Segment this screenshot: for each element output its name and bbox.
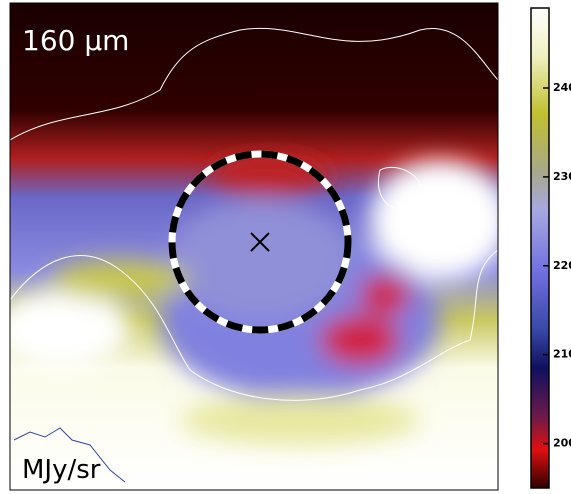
colorbar-tick-label: 240 <box>553 81 571 94</box>
colorbar-tick-label: 230 <box>553 170 571 183</box>
band-label: 160 μm <box>22 24 129 57</box>
colorbar-tick-label: 200 <box>553 437 571 450</box>
aperture <box>168 150 352 334</box>
colorbar-tick-label: 220 <box>553 259 571 272</box>
colorbar-tick-label: 210 <box>553 348 571 361</box>
unit-label: MJy/sr <box>22 455 101 485</box>
image-frame <box>9 2 499 491</box>
contour-line <box>13 427 126 483</box>
colorbar <box>530 7 550 489</box>
center-marker <box>250 232 270 252</box>
